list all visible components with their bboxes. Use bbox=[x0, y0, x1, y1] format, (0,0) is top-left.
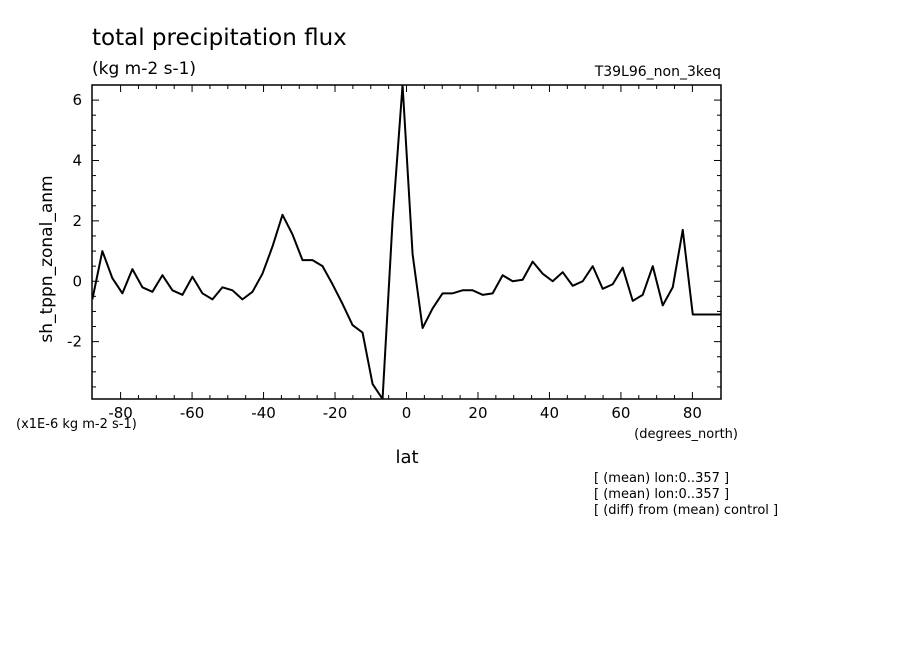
y-axis-label: sh_tppn_zonal_anm bbox=[37, 175, 57, 342]
x-tick-label: 60 bbox=[611, 404, 630, 422]
y-tick-label: 2 bbox=[72, 212, 82, 230]
note-line-2: [ (mean) lon:0..357 ] bbox=[594, 487, 729, 502]
note-line-3: [ (diff) from (mean) control ] bbox=[594, 503, 778, 518]
x-tick-label: -40 bbox=[251, 404, 276, 422]
x-tick-label: 0 bbox=[402, 404, 412, 422]
plot-area bbox=[92, 85, 721, 399]
note-line-1: [ (mean) lon:0..357 ] bbox=[594, 471, 729, 486]
x-tick-label: 80 bbox=[683, 404, 702, 422]
y-axis-ticks: -2 0 2 4 6 bbox=[67, 84, 721, 388]
x-axis-ticks: -80 -60 -40 -20 0 20 40 60 80 bbox=[108, 85, 702, 422]
chart-units-subtitle: (kg m-2 s-1) bbox=[92, 59, 196, 79]
y-tick-label: 4 bbox=[72, 151, 82, 169]
x-tick-label: -60 bbox=[180, 404, 205, 422]
x-tick-label: 20 bbox=[468, 404, 487, 422]
x-tick-label: 40 bbox=[540, 404, 559, 422]
x-axis-units: (degrees_north) bbox=[634, 427, 738, 442]
y-tick-label: -2 bbox=[67, 333, 82, 351]
y-tick-label: 0 bbox=[72, 272, 82, 290]
x-axis-label: lat bbox=[395, 447, 418, 468]
y-tick-label: 6 bbox=[72, 91, 82, 109]
x-tick-label: -80 bbox=[108, 404, 133, 422]
x-tick-label: -20 bbox=[323, 404, 348, 422]
plot-frame bbox=[91, 84, 722, 400]
series-line-0 bbox=[92, 85, 721, 399]
y-scale-note: (x1E-6 kg m-2 s-1) bbox=[16, 417, 137, 432]
run-label: T39L96_non_3keq bbox=[594, 64, 721, 80]
chart-title: total precipitation flux bbox=[92, 25, 347, 51]
